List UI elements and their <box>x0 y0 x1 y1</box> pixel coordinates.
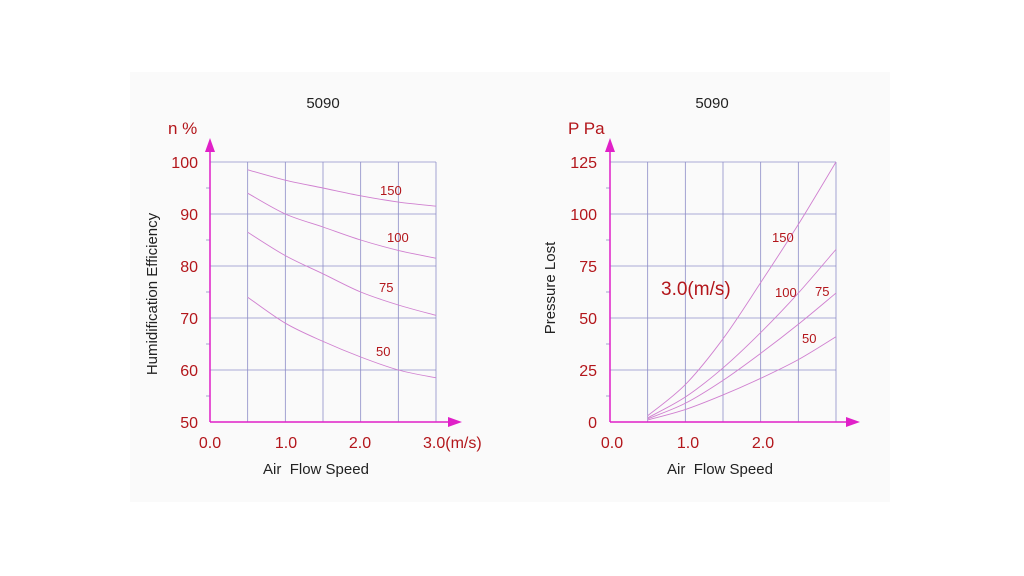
pressure-series-label-150: 150 <box>772 230 794 245</box>
efficiency-grid <box>206 161 437 422</box>
efficiency-series-label-50: 50 <box>376 344 390 359</box>
efficiency-curves <box>247 169 437 379</box>
efficiency-y-tick: 100 <box>171 155 198 172</box>
pressure-y-tick: 50 <box>579 311 597 328</box>
efficiency-y-tick: 50 <box>180 415 198 432</box>
pressure-y-label: Pressure Lost <box>542 241 559 334</box>
efficiency-y-tick: 90 <box>180 207 198 224</box>
pressure-series-line-75 <box>647 292 837 420</box>
pressure-y-tick: 25 <box>579 363 597 380</box>
efficiency-y-tick: 70 <box>180 311 198 328</box>
pressure-y-tick: 75 <box>579 259 597 276</box>
pressure-series-line-150 <box>647 161 837 417</box>
pressure-x-tick: 0.0 <box>601 435 623 452</box>
efficiency-y-tick: 60 <box>180 363 198 380</box>
efficiency-series-line-75 <box>247 231 437 316</box>
pressure-chart-title: 5090 <box>695 95 728 112</box>
efficiency-y-label: Humidification Efficiency <box>144 212 161 375</box>
efficiency-x-tick: 1.0 <box>275 435 297 452</box>
pressure-annotation: 3.0(m/s) <box>661 279 731 300</box>
efficiency-x-label: Air Flow Speed <box>263 461 369 478</box>
efficiency-series-label-75: 75 <box>379 280 393 295</box>
pressure-x-tick: 2.0 <box>752 435 774 452</box>
pressure-chart: 0 25 50 75 100 125 0.0 1.0 2.0 5090 P Pa… <box>542 95 860 478</box>
pressure-series-label-50: 50 <box>802 331 816 346</box>
efficiency-series-label-150: 150 <box>380 183 402 198</box>
efficiency-series-line-150 <box>247 169 437 207</box>
efficiency-series-label-100: 100 <box>387 230 409 245</box>
efficiency-y-axis-arrow <box>205 138 215 152</box>
pressure-curves <box>647 161 837 421</box>
efficiency-x-tick: 3.0(m/s) <box>423 435 482 452</box>
efficiency-x-axis-arrow <box>448 417 462 427</box>
pressure-y-tick: 125 <box>570 155 597 172</box>
pressure-series-line-100 <box>647 249 837 419</box>
pressure-y-unit: P Pa <box>568 119 605 138</box>
efficiency-x-tick: 2.0 <box>349 435 371 452</box>
pressure-series-line-50 <box>647 336 837 421</box>
efficiency-y-unit: n % <box>168 119 197 138</box>
efficiency-y-tick: 80 <box>180 259 198 276</box>
pressure-x-axis-arrow <box>846 417 860 427</box>
efficiency-series-line-100 <box>247 192 437 259</box>
pressure-y-axis-arrow <box>605 138 615 152</box>
efficiency-chart-title: 5090 <box>306 95 339 112</box>
pressure-y-tick: 100 <box>570 207 597 224</box>
pressure-series-label-75: 75 <box>815 284 829 299</box>
pressure-grid <box>606 161 837 422</box>
pressure-y-tick: 0 <box>588 415 597 432</box>
pressure-series-label-100: 100 <box>775 285 797 300</box>
chart-panel-background <box>130 72 890 502</box>
efficiency-series-line-50 <box>247 296 437 379</box>
efficiency-chart: 50 60 70 80 90 100 0.0 1.0 2.0 3.0(m/s) … <box>144 95 482 478</box>
pressure-x-label: Air Flow Speed <box>667 461 773 478</box>
efficiency-x-tick: 0.0 <box>199 435 221 452</box>
pressure-x-tick: 1.0 <box>677 435 699 452</box>
